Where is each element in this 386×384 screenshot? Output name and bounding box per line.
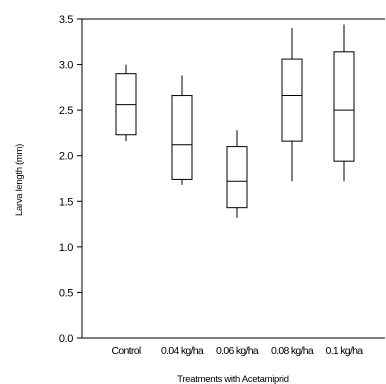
- y-tick-label: 2.5: [59, 105, 73, 117]
- y-tick-label: 1.0: [59, 242, 73, 254]
- y-tick-label: 2.0: [59, 151, 73, 163]
- x-tick-label: 0.1 kg/ha: [326, 345, 364, 357]
- x-axis: Control 0.04 kg/ha 0.06 kg/ha 0.08 kg/ha 0.1…: [82, 337, 385, 357]
- y-tick-label: 1.5: [59, 196, 73, 208]
- x-axis-title: Treatments with Acetamiprid: [177, 374, 288, 384]
- y-tick-label: 3.5: [59, 14, 73, 26]
- y-axis: 0.0 0.5 1.0 1.5 2.0 2.5 3.0 3.5: [59, 14, 385, 345]
- box-5: [333, 24, 355, 182]
- x-tick-label: 0.06 kg/ha: [216, 345, 259, 357]
- y-tick-label: 0.0: [59, 333, 73, 345]
- box-4: [281, 28, 303, 182]
- x-tick-label: 0.08 kg/ha: [271, 345, 314, 357]
- box-series: [115, 24, 355, 218]
- x-tick-label: Control: [112, 345, 141, 357]
- box-1: [115, 64, 137, 142]
- box-iqr: [171, 95, 193, 180]
- box-2: [171, 75, 193, 185]
- y-tick-label: 0.5: [59, 287, 73, 299]
- y-tick-label: 3.0: [59, 60, 73, 72]
- box-iqr: [281, 58, 303, 142]
- x-tick-label: 0.04 kg/ha: [161, 345, 204, 357]
- box-iqr: [226, 146, 248, 209]
- box-3: [226, 130, 248, 218]
- box-iqr: [333, 51, 355, 162]
- y-axis-title: Larva length (mm): [14, 144, 25, 216]
